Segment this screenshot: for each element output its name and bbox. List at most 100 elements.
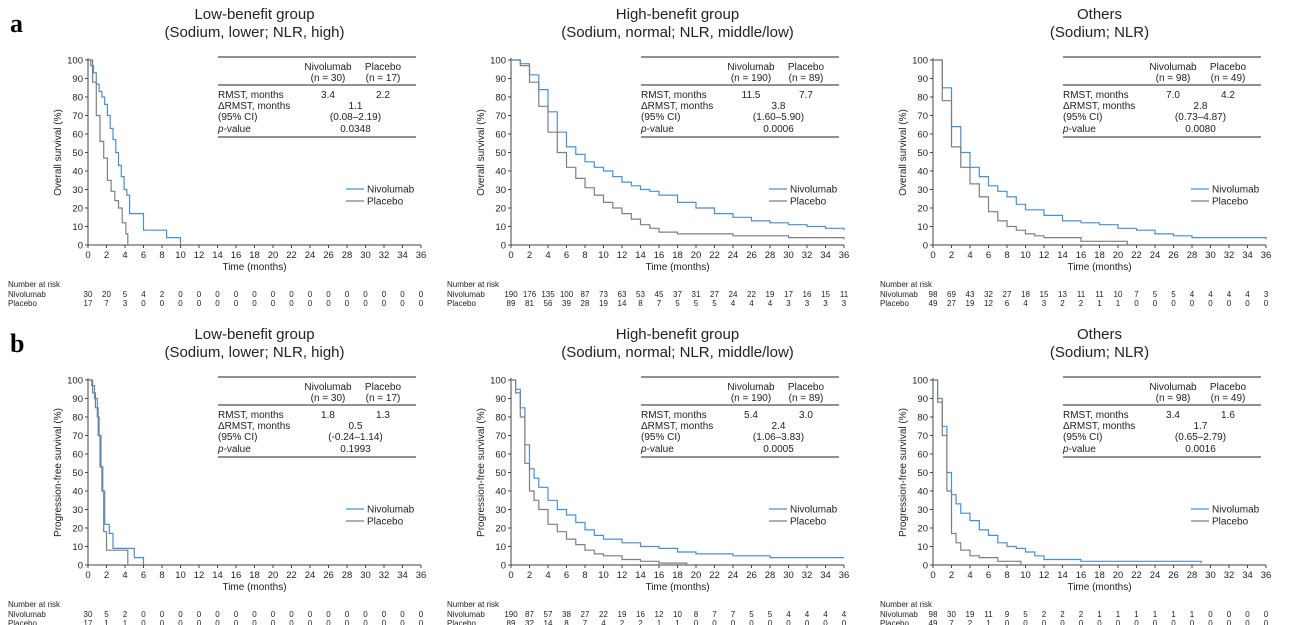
x-tick-label: 32 [802,570,813,581]
risk-count: 1 [1190,610,1195,619]
rmst-label: RMST, months [218,90,284,101]
risk-count: 32 [525,619,534,625]
x-tick-label: 24 [305,570,316,581]
x-tick-label: 28 [342,570,353,581]
risk-count: 2 [1079,299,1084,308]
x-tick-label: 28 [342,250,353,261]
risk-arm-label: Placebo [447,299,476,308]
y-tick-label: 10 [495,542,506,553]
y-tick-label: 80 [917,413,928,424]
risk-count: 4 [805,610,810,619]
risk-count: 0 [1208,299,1213,308]
rmst-table: Nivolumab Placebo (n = 98) (n = 49) RMST, mo… [1062,56,1261,138]
legend-label-nivolumab: Nivolumab [367,505,415,516]
y-tick-label: 90 [72,74,83,85]
risk-count: 0 [252,610,257,619]
x-tick-label: 26 [746,250,757,261]
risk-count: 0 [712,619,717,625]
p-label-rest: -value [647,124,675,135]
x-tick-label: 12 [1039,570,1050,581]
risk-count: 0 [400,619,405,625]
risk-count: 5 [1023,610,1028,619]
risk-count: 11 [1077,290,1086,299]
x-tick-label: 6 [141,250,146,261]
drmst-label: ΔRMST, months [641,421,713,432]
y-tick-label: 20 [72,524,83,535]
x-tick-label: 8 [159,570,164,581]
km-curve-placebo [933,59,1128,245]
x-tick-label: 2 [949,570,954,581]
risk-count: 3 [823,299,828,308]
risk-count: 4 [601,619,606,625]
y-tick-label: 10 [917,542,928,553]
risk-arm-label: Placebo [880,619,909,625]
x-tick-label: 18 [249,250,260,261]
risk-count: 39 [562,299,571,308]
x-tick-label: 8 [582,250,587,261]
x-tick-label: 6 [986,250,991,261]
risk-count: 19 [766,290,775,299]
y-tick-label: 90 [495,74,506,85]
x-tick-label: 14 [212,250,223,261]
x-axis-label: Time (months) [645,262,709,273]
risk-count: 0 [419,290,424,299]
risk-count: 7 [657,299,662,308]
risk-count: 43 [966,290,975,299]
x-tick-label: 14 [635,250,646,261]
risk-count: 0 [141,610,146,619]
legend-label-placebo: Placebo [1212,197,1249,208]
risk-count: 6 [1005,299,1010,308]
ci-value: (0.73–4.87) [1175,112,1226,123]
y-tick-label: 50 [72,148,83,159]
risk-count: 5 [694,299,699,308]
y-tick-label: 40 [495,487,506,498]
number-at-risk-label: Number at risk [447,600,500,609]
risk-count: 1 [1097,299,1102,308]
p-value-label: p-value [1062,124,1096,135]
risk-count: 0 [749,619,754,625]
number-at-risk-label: Number at risk [8,280,61,289]
risk-count: 0 [1079,619,1084,625]
x-tick-label: 0 [930,250,935,261]
risk-count: 0 [178,290,183,299]
x-tick-label: 30 [783,250,794,261]
y-tick-label: 30 [917,505,928,516]
x-axis-label: Time (months) [1067,262,1131,273]
drmst-label: ΔRMST, months [218,101,290,112]
risk-count: 27 [947,299,956,308]
x-tick-label: 0 [508,250,513,261]
x-tick-label: 16 [231,570,242,581]
x-tick-label: 20 [691,250,702,261]
risk-count: 14 [544,619,553,625]
risk-count: 1 [1116,299,1121,308]
risk-count: 0 [215,610,220,619]
x-tick-label: 32 [379,570,390,581]
table-n-placebo: (n = 49) [1211,73,1246,84]
x-tick-label: 34 [1242,250,1253,261]
risk-count: 1 [1134,610,1139,619]
risk-count: 0 [768,619,773,625]
table-header-placebo: Placebo [365,382,402,393]
risk-arm-label: Placebo [880,299,909,308]
risk-count: 5 [675,299,680,308]
risk-count: 0 [160,619,165,625]
y-tick-label: 80 [72,413,83,424]
x-tick-label: 20 [691,570,702,581]
x-tick-label: 8 [1004,250,1009,261]
rmst-label: RMST, months [1063,410,1129,421]
x-tick-label: 4 [122,570,127,581]
panel-label-a: a [10,9,23,38]
x-tick-label: 36 [1261,250,1272,261]
risk-count: 0 [234,290,239,299]
x-tick-label: 10 [175,250,186,261]
risk-count: 0 [805,619,810,625]
risk-count: 4 [141,290,146,299]
risk-count: 0 [345,619,350,625]
risk-count: 0 [141,299,146,308]
number-at-risk-label: Number at risk [8,600,61,609]
x-tick-label: 12 [194,250,205,261]
risk-count: 7 [949,619,954,625]
y-tick-label: 90 [917,74,928,85]
risk-count: 0 [363,619,368,625]
